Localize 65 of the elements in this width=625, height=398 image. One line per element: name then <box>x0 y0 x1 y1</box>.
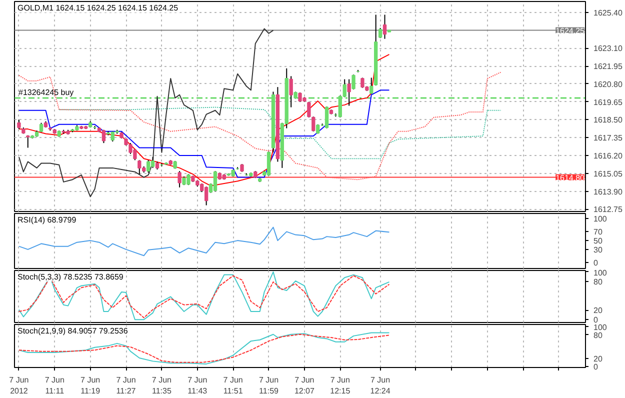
candlestick <box>352 74 356 90</box>
x-tick-label: 7 Jun 12:07 <box>294 376 316 396</box>
y-tick-label: 1625.40 <box>594 8 623 18</box>
y-tick-label: 80 <box>594 330 603 340</box>
line-series <box>18 54 390 186</box>
line-series <box>18 226 390 256</box>
y-tick-label: 1613.90 <box>594 187 623 196</box>
y-tick-label: 50 <box>594 236 603 246</box>
line-series <box>18 28 274 198</box>
y-tick-label: 1612.75 <box>594 205 623 214</box>
y-tick-label: 1619.65 <box>594 98 623 107</box>
line-series <box>58 106 502 160</box>
candlestick <box>138 160 142 175</box>
x-tick-label: 7 Jun 12:15 <box>330 376 351 396</box>
chart-title: Stoch(5,3,3) 78.5235 73.8659 <box>18 272 124 282</box>
candlestick <box>266 151 271 176</box>
candlestick <box>324 106 329 129</box>
x-tick-label: 7 Jun 2012 <box>9 376 29 396</box>
y-tick-label: 0 <box>594 316 598 325</box>
candlestick <box>146 160 150 174</box>
x-tick-label: 7 Jun 12:24 <box>370 376 391 396</box>
candlestick <box>307 101 311 118</box>
y-tick-label: 1616.20 <box>594 152 623 160</box>
x-tick-label: 7 Jun 11:59 <box>258 376 280 396</box>
y-tick-label: 1618.50 <box>594 116 623 125</box>
y-tick-label: 1617.35 <box>594 134 623 143</box>
line-series <box>18 72 502 180</box>
chart-title: RSI(14) 68.9799 <box>18 216 77 224</box>
y-tick-label: 1621.95 <box>594 62 623 72</box>
x-tick-label: 7 Jun 11:19 <box>80 376 101 396</box>
ref-line-label: #13264245 buy <box>18 88 74 97</box>
ref-line-label: 1614.80 <box>556 173 586 182</box>
candlestick <box>312 116 316 132</box>
candlestick <box>178 170 182 188</box>
chart-title: Stoch(21,9,9) 84.9057 79.2536 <box>18 326 128 336</box>
candlestick <box>17 119 21 130</box>
candlestick <box>26 134 30 148</box>
x-tick-label: 7 Jun 11:35 <box>152 376 172 396</box>
candlestick <box>204 186 208 206</box>
y-tick-label: 20 <box>594 354 603 364</box>
ref-line-label: 1624.25 <box>556 26 586 36</box>
y-tick-label: 100 <box>594 268 608 278</box>
candlestick <box>213 170 218 192</box>
y-tick-label: 1623.10 <box>594 44 623 54</box>
candlestick <box>289 76 293 108</box>
y-tick-label: 0 <box>594 258 598 268</box>
y-tick-label: 100 <box>594 214 608 224</box>
candlestick <box>150 156 155 168</box>
x-tick-label: 7 Jun 11:43 <box>188 376 208 396</box>
y-tick-label: 100 <box>594 322 608 332</box>
candlestick <box>347 78 351 106</box>
y-tick-label: 70 <box>594 228 603 237</box>
candlestick <box>382 14 387 40</box>
y-tick-label: 1620.80 <box>594 80 623 89</box>
y-tick-label: 1615.05 <box>594 169 623 178</box>
x-tick-label: 7 Jun 11:27 <box>116 376 136 396</box>
x-tick-label: 7 Jun 11:11 <box>44 376 65 396</box>
candlestick <box>370 77 374 95</box>
y-tick-label: 20 <box>594 306 603 316</box>
chart-title: GOLD,M1 1624.15 1624.25 1624.15 1624.25 <box>18 4 179 12</box>
x-tick-label: 7 Jun 11:51 <box>223 376 244 396</box>
y-tick-label: 30 <box>594 245 603 254</box>
y-tick-label: 0 <box>594 362 598 372</box>
candlestick <box>102 129 106 144</box>
y-tick-label: 80 <box>594 277 603 286</box>
